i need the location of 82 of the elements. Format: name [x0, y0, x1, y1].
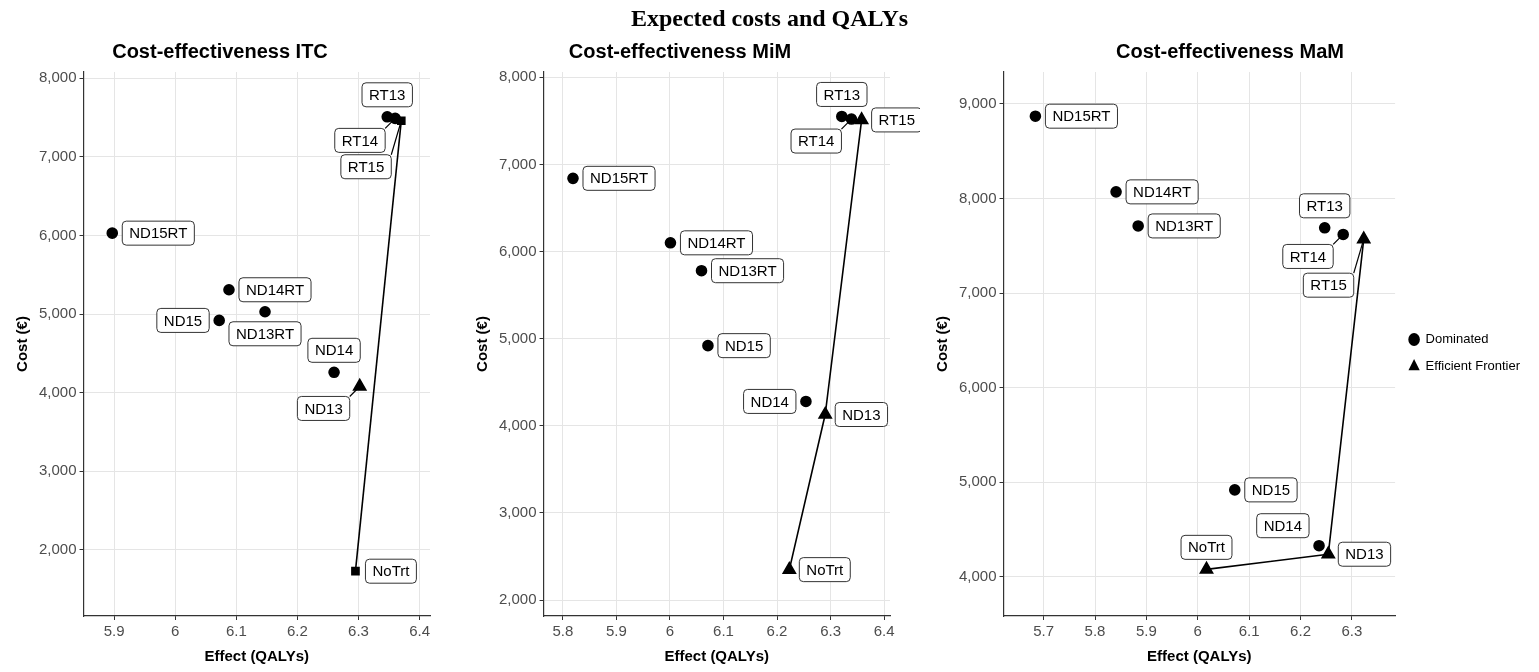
annotation: ND15 [1251, 481, 1291, 499]
annotation: RT14 [798, 132, 835, 150]
annotation: ND14RT [687, 233, 746, 251]
y-tick-label: 4,000 [958, 567, 997, 585]
y-tick-label: 7,000 [38, 147, 77, 165]
y-tick-label: 2,000 [498, 590, 537, 608]
y-tick-label: 6,000 [958, 377, 997, 395]
annotation: ND14 [1263, 516, 1303, 534]
annotation: ND15 [163, 311, 203, 329]
annotation: ND15 [724, 336, 764, 354]
y-tick-label: 8,000 [498, 67, 537, 85]
annotation: ND13RT [718, 261, 777, 279]
x-tick-label: 6.1 [1238, 622, 1260, 640]
x-tick-label: 6.3 [1341, 622, 1363, 640]
annotation: ND13 [1345, 545, 1384, 563]
y-tick-label: 3,000 [498, 503, 537, 521]
annotation: NoTrt [1188, 538, 1226, 556]
chart-title: Cost-effectiveness MiM [568, 39, 792, 62]
x-tick-label: 6.2 [1290, 622, 1311, 640]
x-tick-label: 6.1 [225, 622, 247, 640]
x-axis-title: Effect (QALYs) [1147, 647, 1252, 665]
x-axis-title: Effect (QALYs) [204, 647, 309, 665]
text: Expected costs and QALYs [629, 4, 910, 33]
y-tick-label: 5,000 [38, 304, 77, 322]
x-tick-label: 6.4 [409, 622, 431, 640]
x-tick-label: 6.2 [766, 622, 788, 640]
annotation: RT13 [369, 85, 406, 103]
x-tick-label: 6.2 [286, 622, 308, 640]
x-tick-label: 5.9 [103, 622, 125, 640]
annotation: ND13RT [235, 324, 295, 342]
annotation: ND14RT [245, 280, 305, 298]
annotation: ND15RT [1052, 107, 1111, 125]
annotation: RT15 [878, 111, 916, 129]
y-tick-label: 8,000 [958, 188, 997, 206]
y-tick-label: 4,000 [38, 382, 77, 400]
annotation: RT14 [1289, 247, 1327, 265]
y-tick-label: 9,000 [958, 94, 997, 112]
annotation: NoTrt [372, 562, 411, 580]
annotation: ND14 [750, 392, 789, 410]
x-tick-label: 6.3 [348, 622, 369, 640]
annotation: ND13RT [1155, 217, 1214, 235]
annotation: RT13 [1306, 196, 1343, 214]
y-tick-label: 6,000 [38, 225, 77, 243]
x-tick-label: 6 [665, 622, 675, 640]
annotation: ND15RT [129, 224, 188, 242]
legend-label: Dominated [1425, 331, 1489, 347]
annotation: RT14 [341, 131, 379, 149]
chart-title: Cost-effectiveness MaM [1116, 39, 1344, 62]
y-tick-label: 4,000 [498, 415, 537, 433]
x-tick-label: 5.8 [1084, 622, 1106, 640]
y-tick-label: 3,000 [38, 461, 77, 479]
legend-label: Efficient Frontier [1425, 358, 1521, 374]
x-tick-label: 5.7 [1033, 622, 1055, 640]
y-tick-label: 6,000 [498, 241, 537, 259]
x-tick-label: 5.8 [552, 622, 574, 640]
y-tick-label: 7,000 [498, 154, 537, 172]
x-tick-label: 6.4 [873, 622, 895, 640]
y-axis-title: Cost (€) [473, 316, 491, 372]
y-tick-label: 5,000 [498, 328, 537, 346]
annotation: RT13 [823, 85, 861, 103]
annotation: ND14RT [1133, 183, 1192, 201]
x-tick-label: 6 [171, 622, 180, 640]
annotation: ND15RT [589, 169, 649, 187]
y-tick-label: 5,000 [958, 472, 997, 490]
y-axis-title: Cost (€) [933, 316, 951, 372]
x-axis-title: Effect (QALYs) [664, 647, 769, 665]
annotation: RT15 [1310, 276, 1347, 294]
x-tick-label: 5.9 [605, 622, 627, 640]
y-axis-title: Cost (€) [13, 316, 31, 372]
y-tick-label: 2,000 [38, 540, 77, 558]
annotation: NoTrt [806, 560, 845, 578]
annotation: RT15 [347, 157, 385, 175]
chart-title: Cost-effectiveness ITC [112, 39, 328, 62]
y-tick-label: 8,000 [38, 68, 77, 86]
x-tick-label: 6 [1193, 622, 1202, 640]
annotation: ND14 [314, 341, 354, 359]
annotation: ND13 [304, 399, 343, 417]
annotation: ND13 [842, 405, 881, 423]
y-tick-label: 7,000 [958, 283, 997, 301]
x-tick-label: 6.3 [820, 622, 841, 640]
x-tick-label: 5.9 [1135, 622, 1157, 640]
x-tick-label: 6.1 [713, 622, 734, 640]
